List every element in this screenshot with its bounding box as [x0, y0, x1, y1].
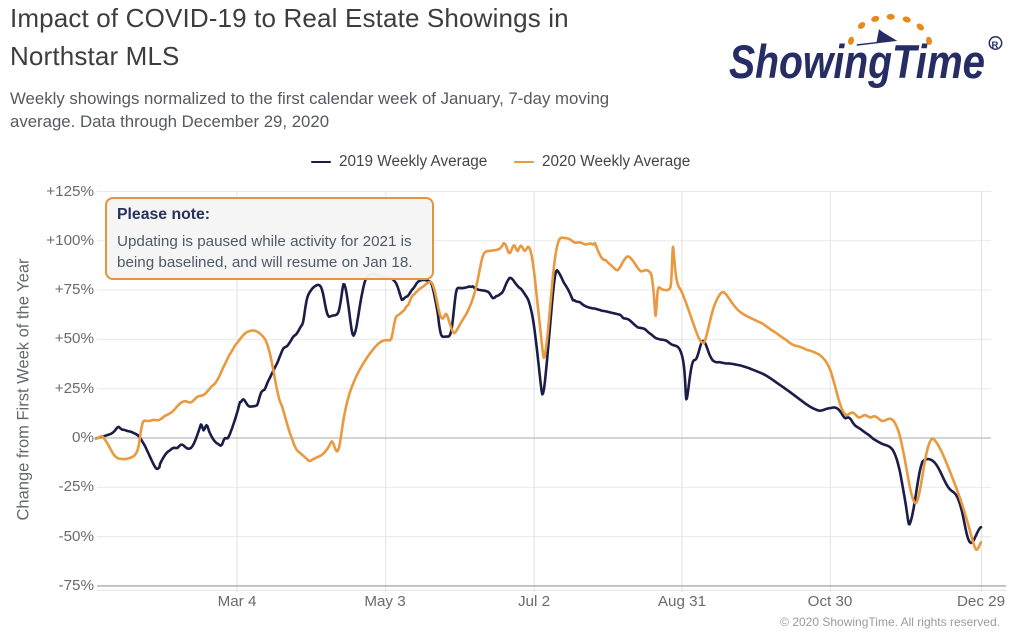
svg-text:Showing: Showing [729, 35, 892, 88]
svg-text:R: R [992, 40, 999, 51]
svg-text:Time: Time [892, 35, 985, 88]
